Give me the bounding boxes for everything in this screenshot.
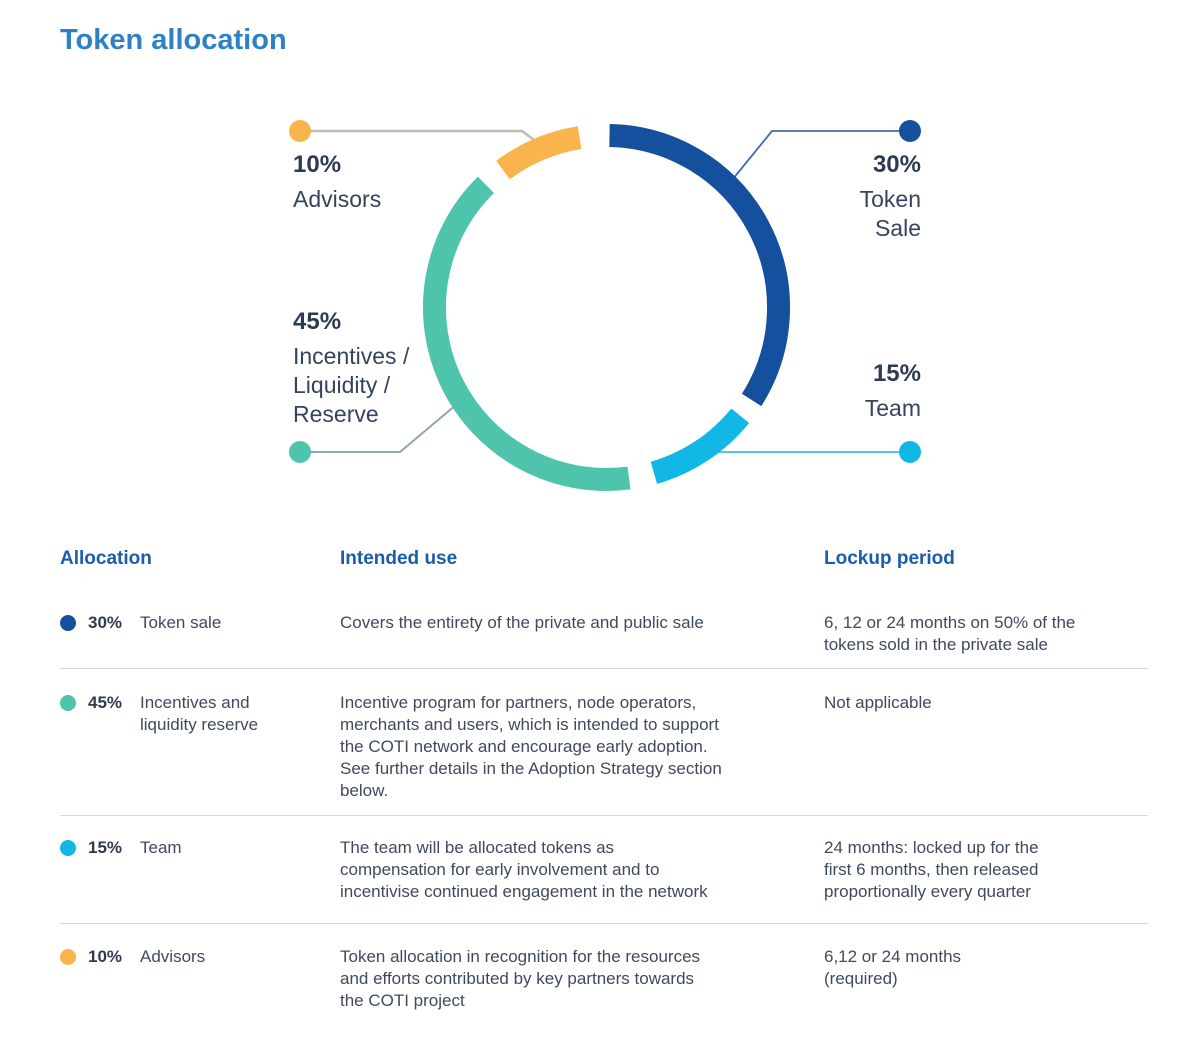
- lockup-text: 6,12 or 24 months (required): [824, 947, 962, 988]
- donut-segment: [422, 176, 631, 491]
- advisors-callout-dot: [289, 120, 311, 142]
- legend-dot: [60, 695, 76, 711]
- token-sale-connector: [727, 130, 899, 186]
- incentives-percent: 45%: [293, 308, 342, 335]
- allocation-label: Token sale: [140, 613, 222, 632]
- advisors-label: Advisors: [293, 186, 382, 212]
- donut-segment: [496, 126, 582, 180]
- allocation-table: Allocation Intended use Lockup period 30…: [60, 547, 1148, 1032]
- legend-dot: [60, 840, 76, 856]
- advisors-percent: 10%: [293, 151, 342, 178]
- lockup-text: 24 months: locked up for the first 6 mon…: [824, 838, 1039, 901]
- header-allocation: Allocation: [60, 548, 152, 569]
- header-lockup-period: Lockup period: [824, 548, 955, 569]
- token-sale-label: Token Sale: [859, 186, 921, 241]
- allocation-percent: 45%: [88, 693, 123, 712]
- allocation-percent: 10%: [88, 947, 123, 966]
- allocation-percent: 15%: [88, 838, 123, 857]
- incentives-label: Incentives / Liquidity / Reserve: [293, 343, 410, 427]
- team-percent: 15%: [872, 360, 921, 387]
- team-callout-dot: [899, 441, 921, 463]
- lockup-text: 6, 12 or 24 months on 50% of the tokens …: [824, 613, 1076, 654]
- token-sale-percent: 30%: [872, 151, 921, 178]
- incentives-connector: [310, 398, 464, 453]
- allocation-label: Advisors: [140, 947, 206, 966]
- legend-dot: [60, 949, 76, 965]
- allocation-label: Team: [140, 838, 182, 857]
- intended-use-text: Incentive program for partners, node ope…: [340, 693, 722, 800]
- table-header-row: Allocation Intended use Lockup period: [60, 547, 1148, 570]
- advisors-connector: [310, 129, 549, 152]
- legend-dot: [60, 615, 76, 631]
- team-callout: 15% Team: [865, 359, 921, 423]
- donut-segment: [650, 408, 750, 484]
- incentives-callout: 45% Incentives / Liquidity / Reserve: [293, 307, 409, 429]
- intended-use-text: Token allocation in recognition for the …: [340, 947, 701, 1010]
- advisors-callout: 10% Advisors: [293, 150, 381, 214]
- page-title: Token allocation: [60, 24, 287, 56]
- allocation-percent: 30%: [88, 613, 123, 632]
- table-row: 10% Advisors Token allocation in recogni…: [60, 924, 1148, 1032]
- token-sale-callout: 30% Token Sale: [860, 150, 921, 243]
- donut-chart: [289, 120, 921, 491]
- table-row: 15% Team The team will be allocated toke…: [60, 816, 1148, 924]
- allocation-label: Incentives and liquidity reserve: [140, 693, 259, 734]
- table-row: 30% Token sale Covers the entirety of th…: [60, 612, 1148, 669]
- team-label: Team: [864, 395, 921, 421]
- header-intended-use: Intended use: [340, 548, 458, 569]
- donut-segment: [609, 124, 791, 407]
- intended-use-text: The team will be allocated tokens as com…: [340, 838, 708, 901]
- token-sale-callout-dot: [899, 120, 921, 142]
- table-row: 45% Incentives and liquidity reserve Inc…: [60, 669, 1148, 816]
- intended-use-text: Covers the entirety of the private and p…: [340, 613, 704, 632]
- donut-arcs: [422, 124, 791, 491]
- incentives-callout-dot: [289, 441, 311, 463]
- lockup-text: Not applicable: [824, 693, 932, 712]
